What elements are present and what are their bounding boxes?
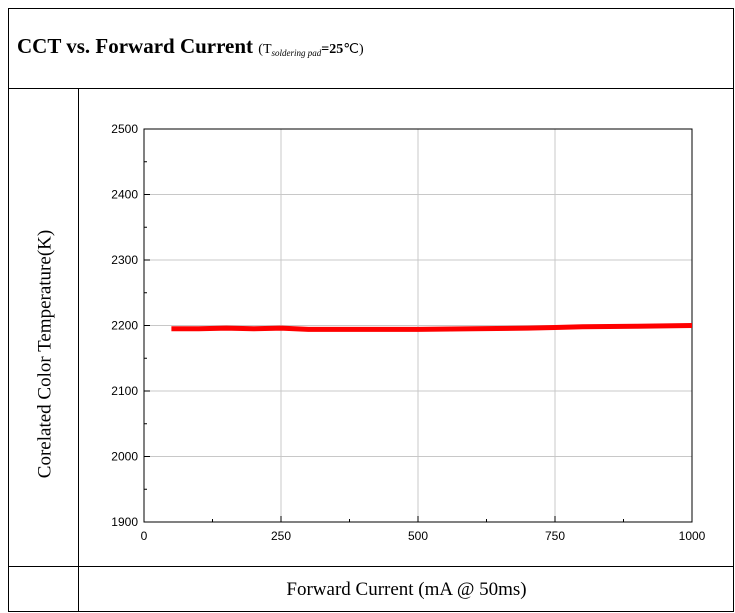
x-tick-label: 250 bbox=[271, 529, 291, 543]
series-line-cct bbox=[171, 323, 693, 332]
x-axis-label: Forward Current (mA @ 50ms) bbox=[286, 579, 527, 600]
x-tick-label: 750 bbox=[545, 529, 565, 543]
x-tick-label: 500 bbox=[408, 529, 428, 543]
title-open: (T bbox=[258, 42, 272, 57]
chart-title-condition: (Tsoldering pad=25℃) bbox=[258, 42, 364, 58]
chart-title-main: CCT vs. Forward Current bbox=[17, 34, 254, 58]
chart-title: CCT vs. Forward Current (Tsoldering pad=… bbox=[17, 36, 364, 58]
x-tick-label: 0 bbox=[141, 529, 148, 543]
y-tick-label: 2100 bbox=[111, 384, 138, 398]
title-divider bbox=[8, 88, 734, 89]
x-tick-label: 1000 bbox=[679, 529, 706, 543]
title-unit: ℃) bbox=[343, 42, 364, 57]
ylabel-divider bbox=[78, 88, 79, 612]
title-equals: =25 bbox=[321, 42, 344, 57]
y-tick-label: 2400 bbox=[111, 188, 138, 202]
y-tick-label: 2200 bbox=[111, 319, 138, 333]
title-subscript: soldering pad bbox=[271, 48, 322, 58]
y-tick-label: 1900 bbox=[111, 515, 138, 529]
y-tick-label: 2500 bbox=[111, 122, 138, 136]
xlabel-divider bbox=[8, 566, 734, 567]
y-tick-label: 2300 bbox=[111, 253, 138, 267]
figure-frame bbox=[8, 8, 734, 612]
y-tick-label: 2000 bbox=[111, 450, 138, 464]
